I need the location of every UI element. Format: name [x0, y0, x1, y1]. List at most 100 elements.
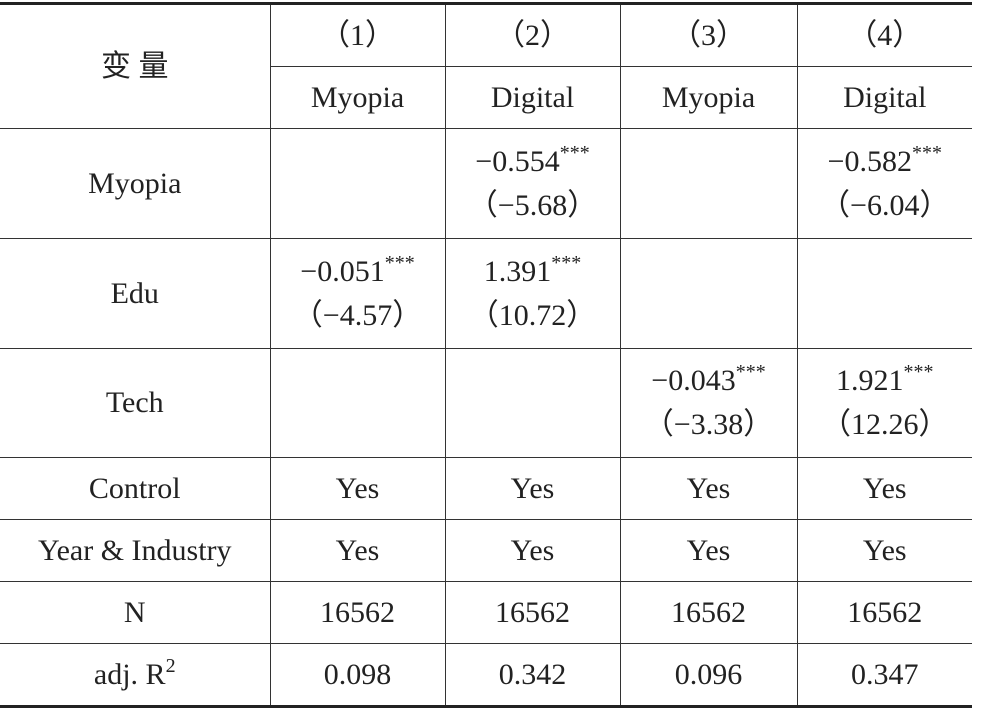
table-row: Tech −0.043*** （−3.38） 1.921*** （12.26） [0, 348, 973, 458]
table-row: adj. R2 0.098 0.342 0.096 0.347 [0, 643, 972, 708]
row-label: adj. R2 [0, 643, 271, 708]
coef-line: −0.043*** [621, 359, 797, 403]
data-cell: 1.391*** （10.72） [444, 238, 621, 349]
data-cell [444, 348, 621, 458]
corner-cell: 变 量 [0, 2, 271, 129]
row-label: N [0, 581, 271, 644]
row-label-text: Year & Industry [37, 533, 232, 567]
table-row: N 16562 16562 16562 16562 [0, 581, 972, 644]
data-cell: Yes [619, 457, 798, 520]
data-cell: −0.582*** （−6.04） [796, 128, 973, 239]
cell-value: 16562 [847, 595, 923, 629]
t-statistic: （−3.38） [643, 408, 774, 441]
cell-value: 16562 [671, 595, 746, 629]
data-cell: −0.043*** （−3.38） [619, 348, 798, 458]
cell-value: Yes [335, 471, 380, 505]
t-statistic: （12.26） [821, 408, 949, 441]
row-label-sup: 2 [165, 654, 176, 677]
cell-value: Yes [862, 471, 907, 505]
row-label-text: Control [88, 471, 181, 505]
data-cell: Yes [796, 457, 972, 520]
t-statistic: （−6.04） [820, 188, 950, 222]
significance-stars: *** [551, 251, 582, 274]
data-cell: 16562 [796, 581, 972, 644]
data-cell [269, 128, 446, 239]
data-cell: Yes [269, 457, 446, 520]
data-cell [619, 128, 798, 239]
coef-line: −0.554*** [446, 140, 620, 184]
data-cell: −0.051*** （−4.57） [269, 238, 446, 349]
data-cell [269, 348, 446, 458]
t-statistic: （−5.68） [467, 188, 598, 222]
table-row: Edu −0.051*** （−4.57） 1.391*** （10.72） [0, 238, 972, 349]
group-header: （4） [796, 2, 972, 67]
dep-var-header: Digital [444, 66, 621, 129]
significance-stars: *** [735, 361, 766, 383]
significance-stars: *** [384, 251, 415, 274]
significance-stars: *** [911, 141, 942, 164]
row-label-text: Myopia [88, 166, 182, 200]
data-cell: Yes [269, 519, 446, 582]
row-label: Year & Industry [0, 519, 271, 582]
row-label: Tech [0, 348, 271, 458]
coefficient: 1.921 [836, 364, 904, 397]
table-row: Year & Industry Yes Yes Yes Yes [0, 519, 972, 582]
coefficient: −0.554 [475, 144, 560, 178]
t-statistic: （−4.57） [292, 298, 423, 332]
data-cell: 0.096 [619, 643, 798, 708]
dep-var-header: Digital [796, 66, 972, 129]
significance-stars: *** [559, 141, 590, 164]
data-cell: Yes [444, 457, 621, 520]
cell-value: 0.098 [323, 657, 392, 691]
header-row: 变 量 （1） （2） （3） （4） [0, 2, 972, 129]
cell-value: 0.342 [498, 657, 567, 691]
data-cell: Yes [619, 519, 798, 582]
dep-var-header: Myopia [619, 66, 798, 129]
data-cell: 0.347 [796, 643, 972, 708]
coefficient: −0.043 [651, 364, 736, 397]
data-cell: −0.554*** （−5.68） [444, 128, 621, 239]
cell-value: Yes [510, 471, 555, 505]
data-cell: 16562 [619, 581, 798, 644]
data-cell: 0.098 [269, 643, 446, 708]
data-cell: 16562 [444, 581, 621, 644]
cell-value: 16562 [495, 595, 570, 629]
cell-value: Yes [510, 533, 555, 567]
cell-value: 0.096 [674, 657, 743, 691]
coefficient: −0.051 [300, 254, 385, 288]
group-header: （3） [619, 2, 798, 67]
data-cell: Yes [444, 519, 621, 582]
data-cell [619, 238, 798, 349]
row-label: Control [0, 457, 271, 520]
cell-value: Yes [862, 533, 907, 567]
row-label: Edu [0, 238, 271, 349]
data-cell [796, 238, 972, 349]
coefficient: 1.391 [483, 254, 552, 288]
data-cell: 1.921*** （12.26） [796, 348, 973, 458]
row-label-text: adj. R [93, 657, 166, 691]
dep-var-header: Myopia [270, 66, 446, 129]
cell-value: Yes [335, 533, 380, 567]
table-row: Control Yes Yes Yes Yes [0, 457, 972, 520]
coef-line: −0.582*** [798, 140, 973, 184]
significance-stars: *** [903, 361, 934, 383]
coefficient: −0.582 [827, 144, 912, 178]
row-label: Myopia [0, 128, 271, 239]
cell-value: Yes [686, 533, 731, 567]
cell-value: 16562 [320, 595, 395, 629]
cell-value: 0.347 [851, 657, 919, 691]
row-label-text: N [123, 595, 146, 629]
group-header: （2） [444, 2, 621, 67]
data-cell: Yes [796, 519, 972, 582]
header-row: Myopia Digital Myopia Digital [0, 66, 972, 129]
cell-value: Yes [686, 471, 731, 505]
t-statistic: （10.72） [468, 298, 597, 332]
coef-line: 1.921*** [798, 359, 973, 403]
data-cell: 0.342 [444, 643, 621, 708]
coef-line: −0.051*** [271, 250, 445, 294]
data-cell: 16562 [269, 581, 446, 644]
row-label-text: Edu [110, 276, 159, 310]
